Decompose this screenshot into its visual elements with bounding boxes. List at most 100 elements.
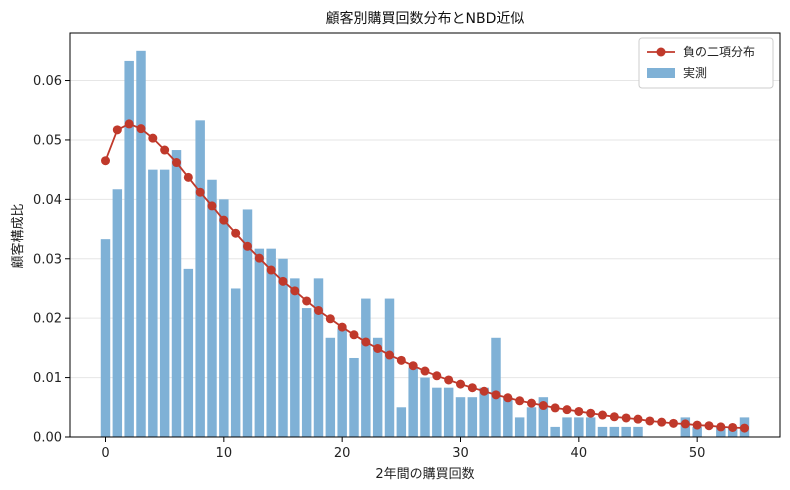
- bar: [278, 258, 288, 437]
- bar: [526, 407, 537, 437]
- bar: [597, 426, 608, 437]
- nbd-point: [124, 119, 134, 129]
- nbd-point: [136, 124, 146, 134]
- nbd-point: [112, 125, 122, 135]
- x-tick-label: 0: [101, 446, 109, 461]
- nbd-point: [704, 421, 714, 431]
- bar: [574, 417, 584, 437]
- nbd-point: [562, 405, 572, 415]
- nbd-point: [160, 145, 170, 155]
- nbd-point: [361, 337, 371, 347]
- bar: [230, 288, 241, 437]
- nbd-point: [219, 215, 229, 225]
- nbd-point: [290, 286, 300, 296]
- bar: [171, 150, 182, 437]
- bar: [443, 387, 454, 437]
- bar: [148, 169, 158, 437]
- bar: [585, 417, 596, 437]
- nbd-point: [645, 416, 655, 426]
- x-tick-label: 10: [216, 446, 233, 461]
- nbd-point: [396, 355, 406, 365]
- bar: [159, 169, 170, 437]
- y-tick-label: 0.03: [33, 252, 62, 267]
- legend-bar-swatch: [647, 68, 675, 78]
- nbd-point: [254, 253, 264, 263]
- bar: [384, 298, 395, 437]
- nbd-point: [503, 393, 513, 403]
- nbd-point: [243, 241, 252, 251]
- nbd-point: [550, 403, 560, 413]
- nbd-point: [692, 420, 702, 430]
- nbd-point: [373, 343, 383, 353]
- y-tick-label: 0.01: [33, 371, 62, 386]
- nbd-point: [515, 396, 525, 406]
- nbd-point: [456, 379, 465, 389]
- legend-label-nbd: 負の二項分布: [683, 45, 755, 59]
- bar: [207, 179, 217, 437]
- bar: [195, 120, 205, 437]
- nbd-point: [467, 383, 477, 393]
- bar-layer: [100, 50, 750, 438]
- nbd-point: [657, 417, 667, 427]
- bar: [633, 426, 643, 437]
- bar: [361, 298, 371, 437]
- nbd-point: [728, 422, 738, 432]
- bar: [432, 387, 442, 437]
- bar: [692, 426, 702, 437]
- bar: [562, 417, 572, 437]
- nbd-point: [444, 375, 454, 385]
- nbd-point: [172, 158, 181, 168]
- nbd-point: [408, 361, 418, 371]
- nbd-point: [349, 330, 359, 340]
- bar: [136, 50, 146, 438]
- nbd-point: [716, 422, 726, 432]
- bar: [716, 426, 726, 437]
- nbd-point: [385, 350, 394, 360]
- y-tick-label: 0.04: [33, 193, 62, 208]
- bar: [455, 397, 466, 437]
- nbd-point: [207, 201, 217, 211]
- bar: [254, 248, 265, 437]
- bar: [396, 407, 407, 437]
- x-tick-label: 20: [334, 446, 351, 461]
- bar: [112, 189, 123, 437]
- bar: [491, 337, 501, 437]
- y-tick-label: 0.05: [33, 133, 62, 148]
- nbd-point: [148, 133, 158, 143]
- nbd-point: [669, 418, 678, 428]
- y-tick-label: 0.06: [33, 74, 62, 89]
- legend-label-actual: 実測: [683, 65, 707, 80]
- bar: [242, 209, 253, 437]
- nbd-point: [538, 401, 548, 411]
- nbd-point: [231, 228, 241, 238]
- nbd-point: [633, 414, 643, 424]
- bar: [467, 397, 478, 437]
- bar: [609, 426, 620, 437]
- x-axis-title: 2年間の購買回数: [375, 467, 474, 482]
- y-tick-label: 0.02: [33, 312, 62, 327]
- bar: [266, 248, 276, 437]
- nbd-point: [420, 366, 430, 376]
- bar: [408, 367, 418, 437]
- nbd-point: [479, 386, 489, 396]
- nbd-point: [314, 305, 323, 315]
- nbd-point: [680, 419, 690, 429]
- line-layer: [101, 119, 749, 433]
- nbd-point: [740, 423, 749, 433]
- nbd-point: [598, 410, 607, 420]
- bar: [301, 308, 312, 437]
- nbd-point: [278, 276, 288, 286]
- bar: [349, 357, 359, 437]
- bar: [124, 60, 134, 438]
- nbd-point: [101, 156, 110, 166]
- x-tick-label: 40: [571, 446, 588, 461]
- nbd-point: [183, 172, 193, 182]
- x-tick-label: 30: [452, 446, 469, 461]
- nbd-point: [574, 406, 584, 416]
- nbd-point: [302, 296, 312, 306]
- legend-marker-swatch: [656, 47, 666, 57]
- bar: [479, 387, 489, 437]
- bar: [183, 268, 194, 437]
